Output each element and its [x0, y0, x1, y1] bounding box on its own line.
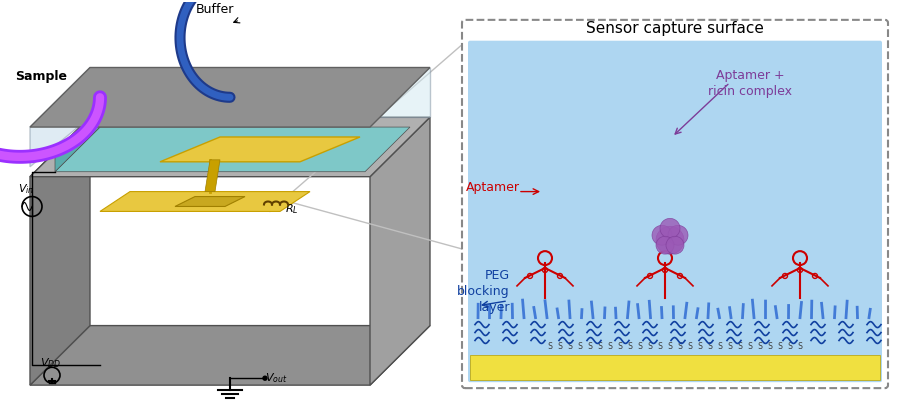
- Polygon shape: [100, 192, 310, 212]
- Bar: [470, 356, 880, 380]
- Text: $V_{DD}$: $V_{DD}$: [40, 356, 61, 369]
- Text: Aptamer: Aptamer: [466, 181, 520, 194]
- Polygon shape: [175, 197, 245, 207]
- Text: PEG
blocking
layer: PEG blocking layer: [457, 269, 510, 313]
- Circle shape: [660, 219, 680, 239]
- Polygon shape: [205, 160, 220, 192]
- Text: $V_{in}$: $V_{in}$: [18, 182, 34, 196]
- Polygon shape: [30, 68, 90, 167]
- Text: Sample: Sample: [15, 70, 67, 83]
- Circle shape: [666, 237, 684, 254]
- Polygon shape: [55, 108, 100, 172]
- Polygon shape: [55, 128, 410, 172]
- FancyBboxPatch shape: [468, 42, 882, 382]
- Polygon shape: [30, 326, 430, 385]
- Text: Sensor capture surface: Sensor capture surface: [586, 21, 764, 36]
- Text: S S S S S S S S S S S S S S S S S S S S S S S S S S: S S S S S S S S S S S S S S S S S S S S …: [547, 341, 803, 351]
- Circle shape: [656, 227, 684, 254]
- Polygon shape: [30, 118, 430, 177]
- Polygon shape: [370, 118, 430, 385]
- Polygon shape: [30, 118, 90, 385]
- Circle shape: [263, 376, 267, 380]
- Polygon shape: [30, 68, 430, 128]
- Polygon shape: [90, 68, 430, 118]
- Text: Buffer: Buffer: [196, 3, 234, 16]
- Circle shape: [656, 237, 674, 254]
- Polygon shape: [160, 138, 360, 162]
- Text: $V_{out}$: $V_{out}$: [265, 370, 288, 384]
- Circle shape: [652, 226, 672, 245]
- Circle shape: [668, 226, 688, 245]
- Text: $R_L$: $R_L$: [285, 202, 299, 216]
- FancyBboxPatch shape: [462, 21, 888, 388]
- Text: Aptamer +
ricin complex: Aptamer + ricin complex: [708, 68, 792, 97]
